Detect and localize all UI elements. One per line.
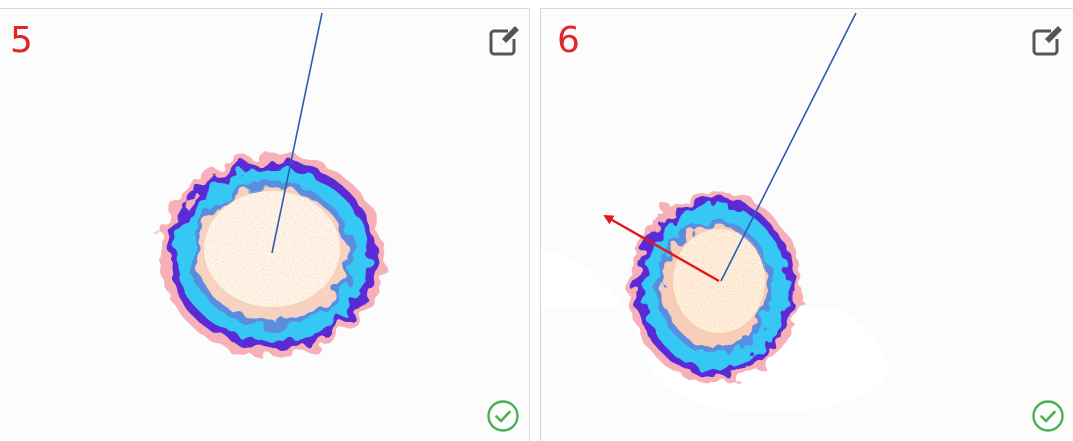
- spray-pattern-image: [160, 12, 384, 357]
- image-number: 5: [10, 20, 33, 61]
- status-ok-button[interactable]: [1031, 399, 1065, 433]
- direction-arrow: [603, 214, 720, 283]
- guide-line: [271, 12, 323, 254]
- status-ok-button[interactable]: [486, 399, 520, 433]
- edit-icon: [1032, 26, 1062, 56]
- image-tile-6[interactable]: 6: [540, 8, 1073, 441]
- edit-button[interactable]: [1029, 23, 1065, 59]
- check-circle-icon: [487, 400, 519, 432]
- edit-button[interactable]: [486, 23, 522, 59]
- check-circle-icon: [1032, 400, 1064, 432]
- edit-icon: [489, 26, 519, 56]
- image-number: 6: [557, 20, 580, 61]
- image-tile-5[interactable]: 5: [0, 8, 530, 441]
- guide-line: [720, 12, 857, 282]
- spray-pattern-image: [541, 12, 888, 414]
